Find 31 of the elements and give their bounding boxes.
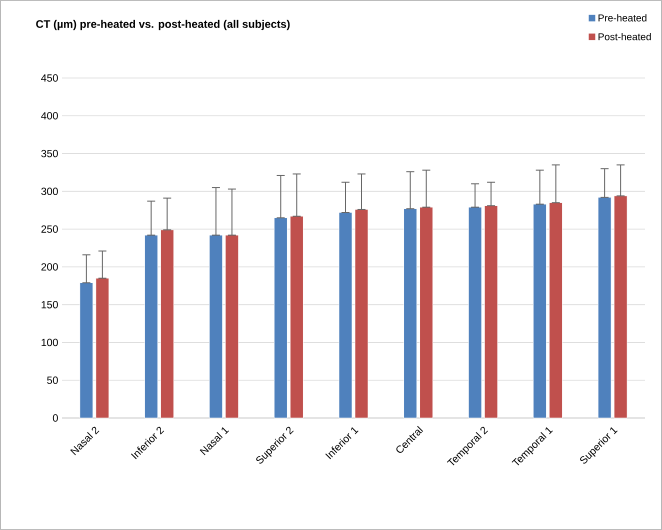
y-tick-label: 250 <box>41 225 58 233</box>
bar <box>420 206 434 418</box>
bar <box>274 218 288 418</box>
bar <box>598 197 612 418</box>
bar <box>484 205 498 418</box>
y-tick-label: 450 <box>41 74 58 82</box>
y-tick-label: 100 <box>42 338 58 346</box>
bar <box>549 202 563 418</box>
bar <box>209 234 223 418</box>
bar <box>96 278 110 418</box>
bar <box>80 282 94 418</box>
legend-label: Post-heated <box>598 32 651 40</box>
y-tick-label: 200 <box>41 263 58 271</box>
y-tick-label: 150 <box>42 300 58 308</box>
legend-label: Pre-heated <box>598 14 646 22</box>
bar <box>468 206 482 418</box>
bar <box>404 208 418 418</box>
bar <box>533 204 547 418</box>
bar <box>144 234 158 418</box>
bar <box>338 212 352 418</box>
y-tick-label: 50 <box>47 376 58 384</box>
bar <box>290 216 304 418</box>
bar <box>614 196 628 418</box>
y-tick-label: 300 <box>41 188 58 196</box>
bar <box>160 230 174 418</box>
bar <box>354 209 368 418</box>
chart-title: CT (µm) pre-heated vs. post-heated (all subjects) <box>36 20 290 30</box>
y-tick-label: 400 <box>41 112 58 120</box>
bar <box>225 234 239 418</box>
y-tick-label: 0 <box>52 414 58 422</box>
y-tick-label: 350 <box>41 150 58 158</box>
